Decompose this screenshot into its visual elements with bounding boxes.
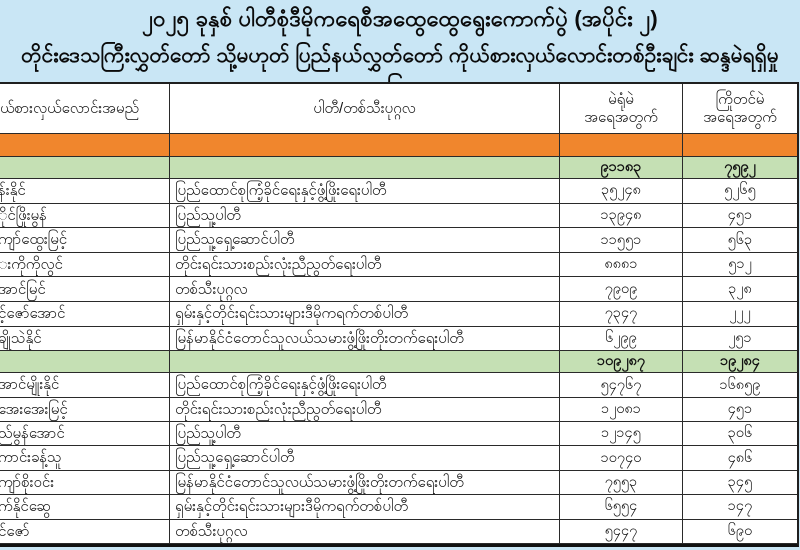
subtotal-row: ၉၁၁၈၃ ၇၅၉၂ [0, 157, 797, 179]
subtotal-name-cell [0, 157, 170, 179]
party-cell: ပြည်သူ့ပါတီ [170, 203, 560, 229]
advance-votes-cell: ၄၅၁ [683, 398, 797, 422]
party-cell: တစ်သီးပုဂ္ဂလ [170, 519, 560, 544]
party-cell: မြန်မာနိုင်ငံတောင်သူလယ်သမားဖွံ့ဖြိုးတိုး… [170, 326, 560, 352]
party-cell: ရှမ်းနှင့်တိုင်းရင်းသားများဒီမိုကရက်တစ်ပ… [170, 301, 560, 327]
header-advance-votes-line1: ကြိုတင်မဲ [715, 91, 765, 109]
candidate-name-cell: ချိုသဲနိုင် [0, 326, 170, 352]
subtotal-name-cell [0, 351, 170, 374]
station-votes-cell: ၆၅၅၄ [560, 495, 683, 520]
subtotal-station-votes: ၁၀၉၂၈၇ [560, 351, 683, 374]
divider-cell [170, 134, 560, 157]
advance-votes-cell: ၅၂၆၅ [683, 179, 797, 204]
candidate-name-cell: င်ဇော် [0, 519, 170, 544]
candidate-name-cell: အာင်မျိုးနိုင် [0, 373, 170, 398]
header-candidate-name: ယ်စားလှယ်လောင်းအမည် [0, 84, 170, 134]
candidate-name-cell: ကျာ်ထွေးမြင့် [0, 228, 170, 253]
station-votes-cell: ၃၅၂၄၈ [560, 179, 683, 204]
divider-cell [560, 134, 683, 157]
advance-votes-cell: ၄၈၆ [683, 446, 797, 471]
advance-votes-cell: ၂၂၂ [683, 302, 797, 327]
candidate-name-cell: ကာင်းခန့်သူ [0, 446, 170, 471]
candidate-name-cell: အေးအေးမြင့် [0, 397, 170, 422]
candidate-name-cell: းကိုကိုလွင် [0, 252, 170, 278]
party-cell: ပြည်ထောင်စုကြံ့ခိုင်ရေးနှင့်ဖွံ့ဖြိုးရေး… [170, 179, 560, 204]
advance-votes-cell: ၅၁၂ [683, 253, 797, 278]
table-header-row: ယ်စားလှယ်လောင်းအမည် ပါတီ/တစ်သီးပုဂ္ဂလ မဲ… [0, 84, 797, 134]
station-votes-cell: ၅၄၄၇ [560, 519, 683, 544]
subtotal-party-cell [170, 351, 560, 374]
table-row: ကျာ်စိုးဝင်း မြန်မာနိုင်ငံတောင်သူလယ်သမား… [0, 470, 797, 496]
station-votes-cell: ၈၈၈၁ [560, 252, 683, 278]
subtotal-row: ၁၀၉၂၈၇ ၁၉၂၈၄ [0, 351, 797, 374]
station-votes-cell: ၇၉၀၉ [560, 277, 683, 302]
party-cell: တစ်သီးပုဂ္ဂလ [170, 277, 560, 302]
party-cell: ပြည်ထောင်စုကြံ့ခိုင်ရေးနှင့်ဖွံ့ဖြိုးရေး… [170, 373, 560, 398]
table-row: ကျာ်ထွေးမြင့် ပြည်သူ့ရှေ့ဆောင်ပါတီ ၁၁၅၅၁… [0, 228, 797, 253]
advance-votes-cell: ၃၀၆ [683, 422, 797, 447]
advance-votes-cell: ၅၆၃ [683, 228, 797, 253]
party-cell: မြန်မာနိုင်ငံတောင်သူလယ်သမားဖွံ့ဖြိုးတိုး… [170, 470, 560, 496]
candidate-name-cell: ိုင်ဖြိုးမွန် [0, 203, 170, 229]
candidate-name-cell: ကျာ်စိုးဝင်း [0, 470, 170, 496]
table-row: င်ဇော် တစ်သီးပုဂ္ဂလ ၅၄၄၇ ၆၉၀ [0, 519, 797, 544]
table-row: က်နိုင်ဆွေ ရှမ်းနှင့်တိုင်းရင်းသားများဒီ… [0, 495, 797, 520]
advance-votes-cell: ၆၉၀ [683, 520, 797, 544]
header-advance-votes: ကြိုတင်မဲ အရေအတွက် [683, 84, 797, 134]
header-station-votes-line2: အရေအတွက် [584, 108, 658, 126]
subtotal-station-votes: ၉၁၁၈၃ [560, 157, 683, 179]
table-row: အာင်မြင် တစ်သီးပုဂ္ဂလ ၇၉၀၉ ၃၂၈ [0, 277, 797, 302]
table-row: ည်မွန်အောင် ပြည်သူ့ပါတီ ၁၂၁၄၅ ၃၀၆ [0, 421, 797, 447]
station-votes-cell: ၁၁၅၅၁ [560, 228, 683, 253]
table-body: ၉၁၁၈၃ ၇၅၉၂ န်းနိုင် ပြည်ထောင်စုကြံ့ခိုင်… [0, 157, 797, 544]
divider-row [0, 134, 797, 157]
candidate-name-cell: အာင်မြင် [0, 277, 170, 302]
station-votes-cell: ၇၅၅၃ [560, 470, 683, 496]
advance-votes-cell: ၄၅၁ [683, 204, 797, 229]
header-advance-votes-line2: အရေအတွက် [703, 108, 777, 126]
party-cell: တိုင်းရင်းသားစည်းလုံးညီညွတ်ရေးပါတီ [170, 252, 560, 278]
advance-votes-cell: ၁၆၈၅၉ [683, 373, 797, 398]
station-votes-cell: ၁၂၁၄၅ [560, 421, 683, 447]
table-row: အေးအေးမြင့် တိုင်းရင်းသားစည်းလုံးညီညွတ်ရ… [0, 397, 797, 422]
station-votes-cell: ၅၄၇၆၇ [560, 373, 683, 398]
table-row: ကာင်းခန့်သူ ပြည်သူ့ရှေ့ဆောင်ပါတီ ၁၀၇၄၀ ၄… [0, 446, 797, 471]
header-station-votes-line1: မဲရုံမဲ [608, 91, 634, 109]
divider-cell [0, 134, 170, 157]
station-votes-cell: ၁၀၇၄၀ [560, 446, 683, 471]
subtotal-party-cell [170, 157, 560, 179]
station-votes-cell: ၁၃၉၄၈ [560, 203, 683, 229]
advance-votes-cell: ၃၄၅ [683, 471, 797, 496]
table-row: ိုင်ဖြိုးမွန် ပြည်သူ့ပါတီ ၁၃၉၄၈ ၄၅၁ [0, 203, 797, 229]
party-cell: တိုင်းရင်းသားစည်းလုံးညီညွတ်ရေးပါတီ [170, 397, 560, 422]
table-row: းကိုကိုလွင် တိုင်းရင်းသားစည်းလုံးညီညွတ်ရ… [0, 252, 797, 278]
candidate-name-cell: န်းနိုင် [0, 179, 170, 204]
header-party: ပါတီ/တစ်သီးပုဂ္ဂလ [170, 84, 560, 134]
table-row: ချိုသဲနိုင် မြန်မာနိုင်ငံတောင်သူလယ်သမားဖ… [0, 326, 797, 352]
party-cell: ပြည်သူ့ရှေ့ဆောင်ပါတီ [170, 446, 560, 471]
table-row: အာင်မျိုးနိုင် ပြည်ထောင်စုကြံ့ခိုင်ရေးနှ… [0, 373, 797, 398]
page-title: ၂၀၂၅ ခုနှစ် ပါတီစုံဒီမိုကရေစီအထွေထွေရွေး… [142, 6, 658, 31]
station-votes-cell: ၁၂၀၈၁ [560, 397, 683, 422]
candidate-name-cell: က်နိုင်ဆွေ [0, 495, 170, 520]
divider-cell [683, 134, 797, 157]
advance-votes-cell: ၁၄၇ [683, 495, 797, 520]
candidate-name-cell: င့်ဇော်အောင် [0, 301, 170, 327]
station-votes-cell: ၇၃၄၇ [560, 301, 683, 327]
party-cell: ပြည်သူ့ရှေ့ဆောင်ပါတီ [170, 228, 560, 253]
table-row: န်းနိုင် ပြည်ထောင်စုကြံ့ခိုင်ရေးနှင့်ဖွံ… [0, 179, 797, 204]
party-cell: ပြည်သူ့ပါတီ [170, 421, 560, 447]
advance-votes-cell: ၃၂၈ [683, 277, 797, 302]
header-station-votes: မဲရုံမဲ အရေအတွက် [560, 84, 683, 134]
results-table: ယ်စားလှယ်လောင်းအမည် ပါတီ/တစ်သီးပုဂ္ဂလ မဲ… [0, 82, 799, 547]
party-cell: ရှမ်းနှင့်တိုင်းရင်းသားများဒီမိုကရက်တစ်ပ… [170, 495, 560, 520]
table-row: င့်ဇော်အောင် ရှမ်းနှင့်တိုင်းရင်းသားများ… [0, 301, 797, 327]
subtotal-advance-votes: ၁၉၂၈၄ [683, 351, 797, 374]
station-votes-cell: ၆၂၉၉ [560, 326, 683, 352]
subtotal-advance-votes: ၇၅၉၂ [683, 157, 797, 179]
advance-votes-cell: ၂၅၁ [683, 327, 797, 352]
candidate-name-cell: ည်မွန်အောင် [0, 421, 170, 447]
